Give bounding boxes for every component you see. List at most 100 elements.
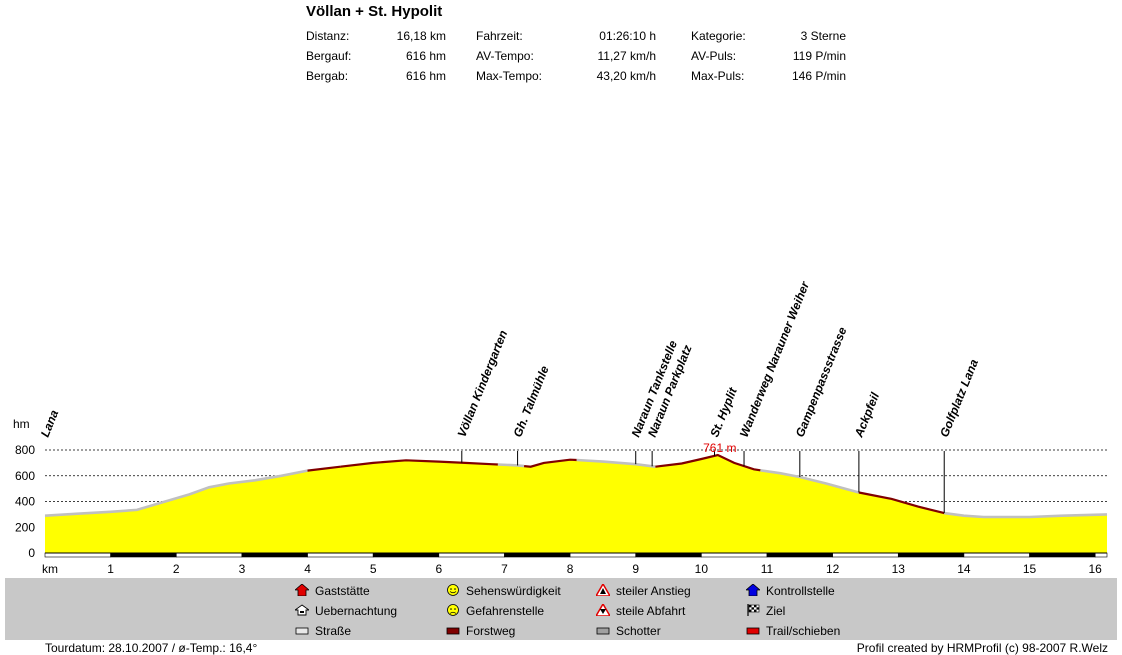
stat-value: 119 P/min <box>792 49 846 63</box>
y-tick-label: 400 <box>15 495 35 509</box>
legend-label: Gefahrenstelle <box>466 604 545 618</box>
surface-segment <box>44 469 308 517</box>
surface-segment <box>340 459 498 468</box>
km-scale-segment <box>897 552 965 558</box>
tour-title: Völlan + St. Hypolit <box>306 3 443 20</box>
y-tick-label: 800 <box>15 443 35 457</box>
warning-down-icon <box>596 604 610 616</box>
legend-label: Forstweg <box>466 624 516 638</box>
waypoint-label: Gampenpassstrasse <box>793 325 850 439</box>
surface-segment <box>524 458 577 468</box>
km-scale-segment <box>241 552 308 558</box>
legend-label: Uebernachtung <box>315 604 398 618</box>
legend-label: Kontrollstelle <box>766 584 835 598</box>
km-scale-segment <box>1094 552 1108 558</box>
stat-label: Bergauf: <box>306 49 352 63</box>
legend-label: Gaststätte <box>315 584 370 598</box>
km-scale-segment <box>372 552 440 558</box>
gravel-swatch-icon <box>596 627 610 635</box>
x-tick-label: 2 <box>173 562 180 576</box>
stat-label: AV-Tempo: <box>476 49 534 63</box>
surface-segment <box>497 463 525 468</box>
x-tick-label: 13 <box>892 562 906 576</box>
km-scale-segment <box>569 552 637 558</box>
stat-label: Bergab: <box>306 69 349 83</box>
x-tick-label: 6 <box>435 562 442 576</box>
x-tick-label: 12 <box>826 562 840 576</box>
legend-label: Trail/schieben <box>766 624 841 638</box>
danger-smiley-icon <box>447 604 459 616</box>
stat-label: AV-Puls: <box>691 49 737 63</box>
surface-segment <box>858 491 945 515</box>
checkered-flag-icon <box>747 604 760 616</box>
road-swatch-icon <box>295 627 309 635</box>
waypoint-label: St. Hyplit <box>707 385 740 439</box>
footer-tour-info: Tourdatum: 28.10.2007 / ø-Temp.: 16,4° <box>45 641 258 655</box>
legend-panel: Gaststätte Sehenswürdigkeit steiler Anst… <box>5 578 1117 640</box>
elevation-profile-chart: Lana Völlan Kindergarten Gh. Talmühle Narau… <box>13 278 1108 576</box>
elevation-area <box>45 455 1107 553</box>
x-tick-label: 5 <box>370 562 377 576</box>
y-tick-label: 600 <box>15 469 35 483</box>
peak-elevation-label: 761 m <box>703 441 736 455</box>
x-tick-label: 10 <box>695 562 709 576</box>
trail-swatch-icon <box>746 627 760 635</box>
smiley-icon <box>447 584 459 596</box>
forest-road-swatch-icon <box>446 627 460 635</box>
surface-segment <box>307 465 341 472</box>
waypoint-label: Lana <box>38 408 62 440</box>
waypoint-label: Gh. Talmühle <box>510 364 551 440</box>
y-tick-label: 200 <box>15 520 35 534</box>
stat-value: 11,27 km/h <box>597 49 656 63</box>
stat-label: Distanz: <box>306 29 350 43</box>
stat-value: 616 hm <box>405 49 446 63</box>
stat-value: 01:26:10 h <box>599 29 656 43</box>
waypoint-label: Ackpfeil <box>851 390 882 440</box>
x-axis-label: km <box>42 562 58 576</box>
stat-label: Fahrzeit: <box>476 29 523 43</box>
km-scale-segment <box>504 552 571 558</box>
stat-label: Kategorie: <box>691 29 746 43</box>
warning-up-icon <box>596 584 610 596</box>
km-scale-segment <box>701 552 768 558</box>
x-tick-label: 16 <box>1089 562 1103 576</box>
stat-value: 16,18 km <box>396 29 446 43</box>
surface-segment <box>944 511 1108 519</box>
waypoint-label: Golfplatz Lana <box>937 357 981 439</box>
x-tick-label: 4 <box>304 562 311 576</box>
stat-value: 146 P/min <box>791 69 846 83</box>
stat-value: 616 hm <box>405 69 446 83</box>
km-scale-segment <box>635 552 702 558</box>
house-red-icon <box>295 584 309 596</box>
x-tick-label: 1 <box>107 562 114 576</box>
surface-segment <box>655 453 761 472</box>
surface-segment <box>576 458 656 468</box>
x-tick-label: 9 <box>632 562 639 576</box>
km-scale-segment <box>1029 552 1096 558</box>
legend-label: Schotter <box>616 624 661 638</box>
footer-credit: Profil created by HRMProfil (c) 98-2007 … <box>856 641 1108 655</box>
km-scale-segment <box>110 552 177 558</box>
km-scale-segment <box>963 552 1030 558</box>
y-tick-label: 0 <box>28 546 35 560</box>
km-scale-segment <box>766 552 833 558</box>
x-tick-label: 8 <box>567 562 574 576</box>
house-blue-icon <box>746 584 760 596</box>
stat-value: 3 Sterne <box>800 29 846 43</box>
stat-value: 43,20 km/h <box>596 69 656 83</box>
legend-label: Straße <box>315 624 352 638</box>
waypoint-label: Völlan Kindergarten <box>455 328 511 439</box>
legend-label: Ziel <box>766 604 786 618</box>
km-scale-segment <box>44 552 111 558</box>
x-tick-label: 7 <box>501 562 508 576</box>
legend-label: steiler Anstieg <box>616 584 691 598</box>
x-tick-label: 14 <box>957 562 971 576</box>
km-scale-segment <box>832 552 899 558</box>
km-scale-segment <box>307 552 374 558</box>
x-tick-label: 3 <box>239 562 246 576</box>
legend-label: steile Abfahrt <box>616 604 686 618</box>
x-tick-label: 11 <box>761 562 774 576</box>
km-scale-segment <box>438 552 505 558</box>
stat-label: Max-Tempo: <box>476 69 543 83</box>
